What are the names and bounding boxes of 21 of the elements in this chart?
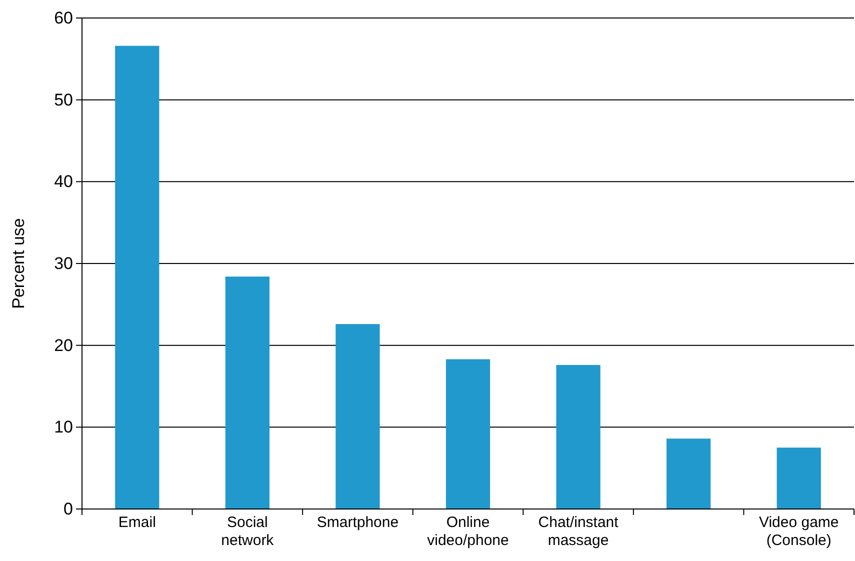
y-tick-label: 20 [54, 336, 73, 355]
x-tick-label: Social network [221, 514, 274, 549]
y-tick-label: 40 [54, 172, 73, 192]
y-tick-label: 10 [54, 418, 73, 437]
bar [446, 359, 490, 509]
bar [776, 448, 821, 509]
bar [336, 324, 380, 509]
x-tick-label: Email [118, 514, 156, 531]
y-tick-label: 0 [64, 499, 73, 518]
x-tick-label: Chat/instant massage [538, 514, 620, 549]
x-tick-label: Online video/phone [427, 514, 509, 549]
y-tick-label: 60 [54, 8, 73, 28]
x-tick-label: Smartphone [316, 514, 399, 531]
bar [115, 46, 160, 509]
y-axis-title: Percent use [9, 218, 28, 309]
y-tick-label: 30 [54, 254, 73, 273]
bar [225, 276, 270, 509]
bar [556, 364, 600, 509]
x-tick-label: Video game (Console) [758, 514, 839, 549]
bar [666, 438, 711, 509]
y-tick-label: 50 [54, 90, 73, 110]
